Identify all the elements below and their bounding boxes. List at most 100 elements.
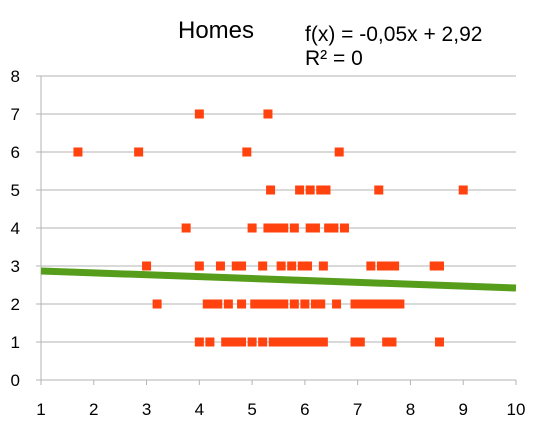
data-point-2	[242, 147, 252, 157]
data-point-74	[247, 337, 257, 347]
data-point-62	[366, 299, 376, 309]
data-point-15	[263, 223, 273, 233]
data-point-75	[258, 337, 268, 347]
data-point-42	[152, 299, 162, 309]
data-point-40	[429, 261, 439, 271]
data-point-63	[371, 299, 381, 309]
data-point-5	[263, 109, 273, 119]
x-tick-label-4: 5	[247, 400, 256, 419]
data-point-38	[382, 261, 392, 271]
data-point-67	[395, 299, 405, 309]
data-point-84	[313, 337, 323, 347]
data-point-58	[332, 299, 342, 309]
data-point-21	[310, 223, 320, 233]
data-points	[73, 109, 468, 347]
data-point-88	[382, 337, 392, 347]
data-point-78	[279, 337, 289, 347]
trendline-layer	[40, 267, 517, 292]
y-tick-label-8: 8	[11, 67, 20, 86]
data-point-59	[350, 299, 360, 309]
data-point-60	[355, 299, 365, 309]
data-point-70	[221, 337, 231, 347]
y-tick-label-5: 5	[11, 181, 20, 200]
data-point-30	[258, 261, 268, 271]
data-point-46	[223, 299, 233, 309]
data-point-8	[305, 185, 315, 195]
data-point-53	[279, 299, 289, 309]
y-tick-label-0: 0	[11, 371, 20, 390]
axes	[36, 75, 517, 385]
x-tick-label-8: 9	[458, 400, 467, 419]
data-point-50	[260, 299, 270, 309]
data-point-37	[376, 261, 386, 271]
data-point-16	[268, 223, 278, 233]
x-tick-label-7: 8	[406, 400, 415, 419]
data-point-25	[142, 261, 152, 271]
data-point-10	[321, 185, 331, 195]
data-point-36	[366, 261, 376, 271]
data-point-9	[316, 185, 326, 195]
data-point-82	[303, 337, 313, 347]
trendline-r-squared: R² = 0	[305, 47, 363, 70]
data-point-44	[208, 299, 218, 309]
data-point-55	[300, 299, 310, 309]
x-tick-label-0: 1	[36, 400, 45, 419]
data-point-7	[295, 185, 305, 195]
data-point-68	[194, 337, 204, 347]
x-tick-label-5: 6	[300, 400, 309, 419]
trendline	[40, 267, 517, 292]
data-point-45	[213, 299, 223, 309]
data-point-52	[271, 299, 281, 309]
data-point-79	[284, 337, 294, 347]
data-point-3	[334, 147, 344, 157]
x-tick-label-1: 2	[89, 400, 98, 419]
trendline-equation: f(x) = -0,05x + 2,92	[305, 23, 482, 46]
data-point-56	[310, 299, 320, 309]
data-point-72	[231, 337, 241, 347]
x-tick-label-9: 10	[507, 400, 526, 419]
data-point-61	[361, 299, 371, 309]
data-point-32	[287, 261, 297, 271]
y-tick-label-3: 3	[11, 257, 20, 276]
chart-title: Homes	[178, 17, 254, 44]
data-point-89	[387, 337, 397, 347]
data-point-77	[274, 337, 283, 347]
data-point-28	[231, 261, 241, 271]
data-point-85	[318, 337, 328, 347]
data-point-18	[279, 223, 289, 233]
data-point-69	[205, 337, 215, 347]
data-point-54	[289, 299, 299, 309]
data-point-81	[295, 337, 305, 347]
data-point-1	[134, 147, 144, 157]
data-point-39	[390, 261, 400, 271]
data-point-65	[382, 299, 392, 309]
data-point-29	[237, 261, 247, 271]
data-point-41	[434, 261, 444, 271]
data-point-26	[194, 261, 204, 271]
data-point-11	[374, 185, 384, 195]
data-point-23	[329, 223, 339, 233]
data-point-66	[387, 299, 397, 309]
data-point-31	[276, 261, 286, 271]
data-point-48	[250, 299, 260, 309]
data-point-17	[274, 223, 283, 233]
data-point-19	[289, 223, 299, 233]
x-tick-label-3: 4	[195, 400, 204, 419]
y-tick-label-6: 6	[11, 143, 20, 162]
data-point-80	[289, 337, 299, 347]
data-point-34	[303, 261, 313, 271]
data-point-86	[350, 337, 360, 347]
data-point-90	[434, 337, 444, 347]
data-point-14	[247, 223, 257, 233]
data-point-22	[324, 223, 334, 233]
data-point-83	[308, 337, 318, 347]
y-tick-label-4: 4	[11, 219, 20, 238]
data-point-6	[266, 185, 276, 195]
y-tick-label-7: 7	[11, 105, 20, 124]
data-point-49	[255, 299, 265, 309]
x-axis-tick-labels: 1 2 3 4 5 6 7 8 9 10	[36, 400, 525, 419]
x-tick-label-2: 3	[142, 400, 151, 419]
data-point-43	[202, 299, 212, 309]
data-point-51	[266, 299, 276, 309]
